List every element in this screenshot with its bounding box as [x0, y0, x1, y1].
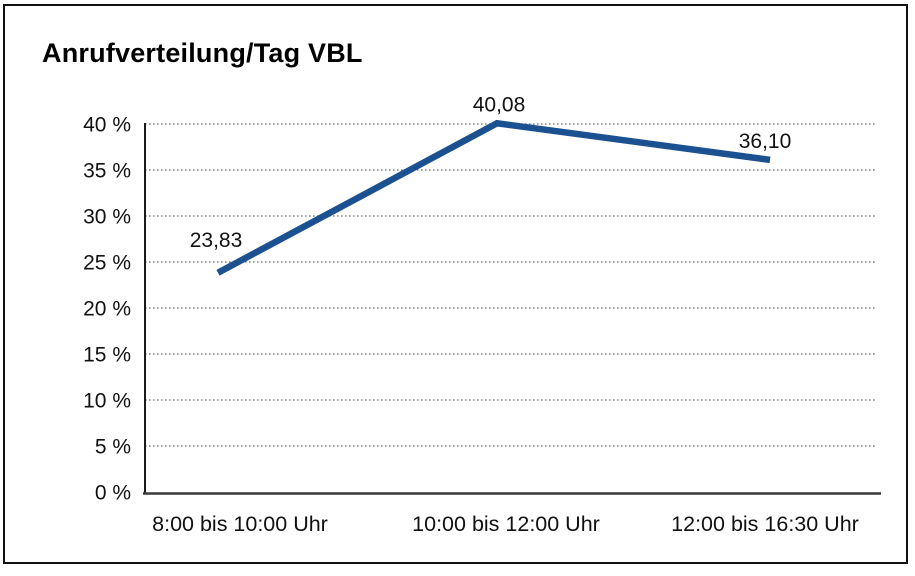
y-axis-tick-label: 35 % — [83, 160, 131, 183]
x-axis-category-label: 8:00 bis 10:00 Uhr — [152, 512, 328, 536]
data-point-label: 40,08 — [473, 93, 526, 116]
y-axis-tick-label: 10 % — [83, 390, 131, 413]
chart-frame: Anrufverteilung/Tag VBL — [3, 4, 908, 564]
y-axis-tick-label: 5 % — [95, 436, 131, 459]
y-axis-tick-label: 25 % — [83, 252, 131, 275]
x-axis-category-label: 10:00 bis 12:00 Uhr — [412, 512, 600, 536]
data-line-series — [216, 119, 771, 276]
y-axis-tick-label: 40 % — [83, 114, 131, 137]
y-axis-tick-label: 15 % — [83, 344, 131, 367]
data-point-label: 23,83 — [190, 229, 243, 252]
y-axis-tick-label: 0 % — [95, 482, 131, 505]
x-axis-category-label: 12:00 bis 16:30 Uhr — [671, 512, 859, 536]
data-point-label: 36,10 — [739, 130, 792, 153]
chart-title: Anrufverteilung/Tag VBL — [42, 38, 363, 68]
y-axis-tick-label: 20 % — [83, 298, 131, 321]
y-axis-tick-label: 30 % — [83, 206, 131, 229]
